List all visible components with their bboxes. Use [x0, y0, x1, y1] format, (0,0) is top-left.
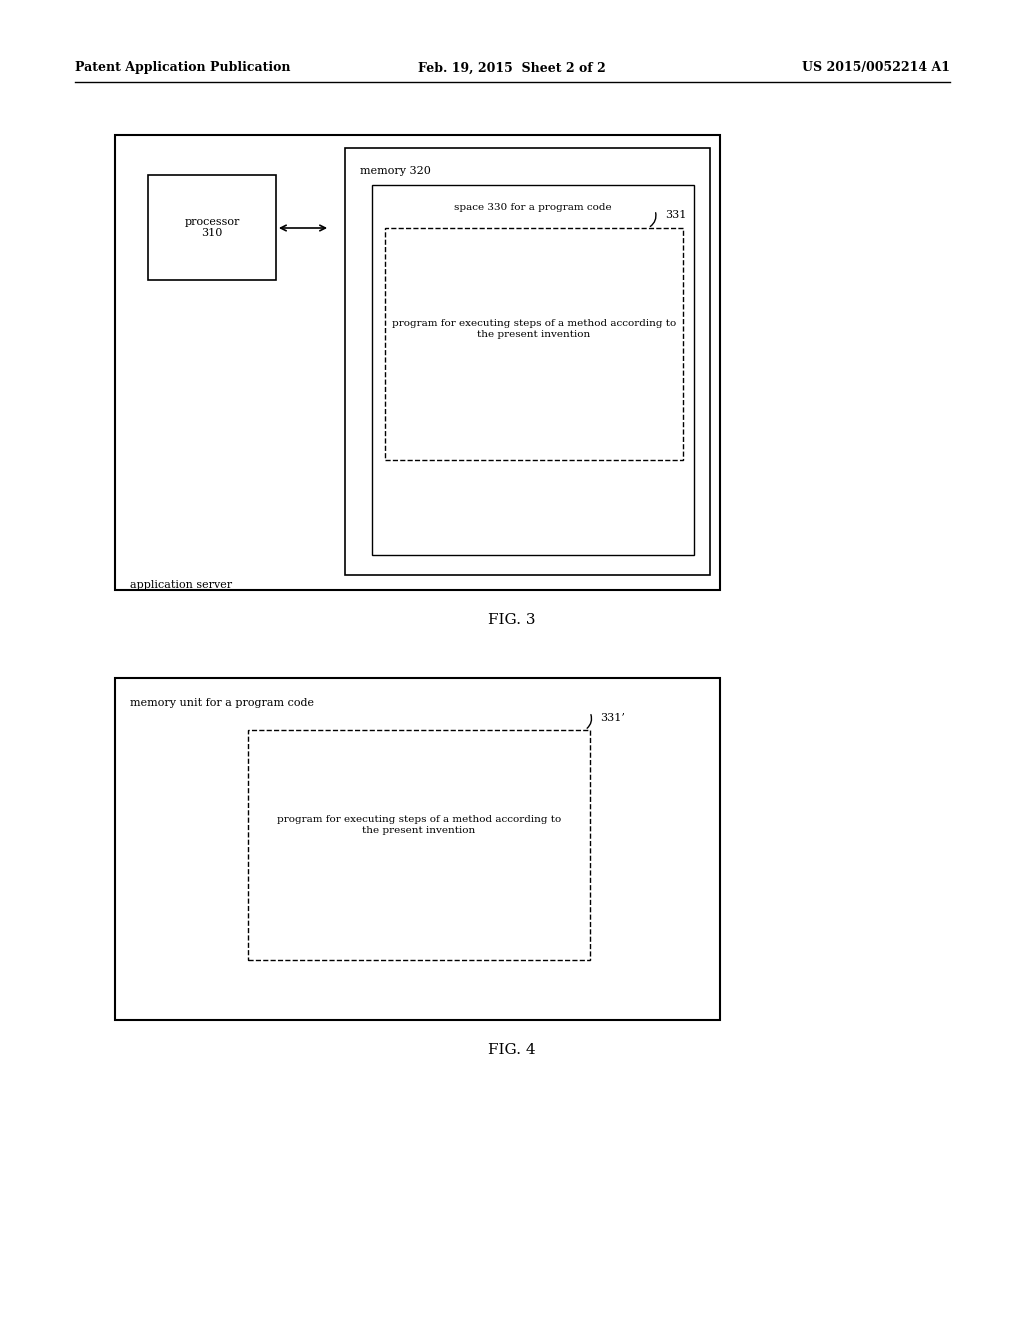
Text: space 330 for a program code: space 330 for a program code [455, 203, 611, 213]
Text: application server: application server [130, 579, 232, 590]
Bar [115, 135, 720, 590]
Bar [248, 730, 590, 960]
Text: US 2015/0052214 A1: US 2015/0052214 A1 [802, 62, 950, 74]
Text: Feb. 19, 2015  Sheet 2 of 2: Feb. 19, 2015 Sheet 2 of 2 [418, 62, 606, 74]
Bar [115, 678, 720, 1020]
Text: memory unit for a program code: memory unit for a program code [130, 698, 314, 708]
Bar [385, 228, 683, 459]
Text: FIG. 3: FIG. 3 [488, 612, 536, 627]
Text: memory 320: memory 320 [360, 166, 431, 176]
Text: FIG. 4: FIG. 4 [488, 1043, 536, 1057]
Bar [345, 148, 710, 576]
Text: program for executing steps of a method according to
the present invention: program for executing steps of a method … [276, 816, 561, 834]
Text: Patent Application Publication: Patent Application Publication [75, 62, 291, 74]
Bar [372, 185, 694, 554]
Text: 331: 331 [665, 210, 686, 220]
Text: program for executing steps of a method according to
the present invention: program for executing steps of a method … [392, 319, 676, 339]
Text: 331’: 331’ [600, 713, 625, 723]
Bar [148, 176, 276, 280]
Text: processor
310: processor 310 [184, 216, 240, 239]
